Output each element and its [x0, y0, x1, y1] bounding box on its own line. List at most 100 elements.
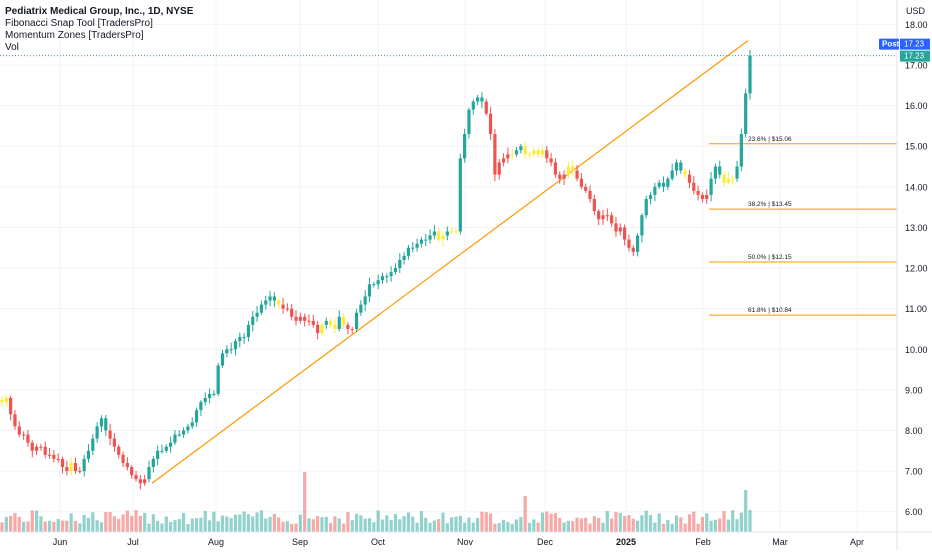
volume-bar: [39, 516, 43, 532]
candle-body: [4, 397, 8, 403]
candle-body: [207, 393, 212, 398]
candle-body: [194, 410, 199, 423]
fib-level-label: 61.8% | $10.84: [748, 307, 792, 314]
indicator-volume-label[interactable]: Vol: [5, 42, 19, 53]
candle-body: [350, 328, 354, 330]
candle-body: [130, 467, 134, 476]
volume-bar: [562, 522, 566, 532]
candle-body: [501, 158, 506, 163]
candle-body: [618, 227, 622, 232]
candle-body: [411, 247, 415, 249]
volume-bar: [259, 510, 264, 532]
candle-body: [735, 166, 739, 179]
candle-body: [290, 308, 294, 317]
candle-body: [34, 446, 39, 451]
trendline[interactable]: [151, 40, 749, 484]
volume-bar: [225, 516, 229, 532]
volume-bar: [181, 512, 186, 532]
volume-bar: [108, 511, 112, 532]
candle-body: [117, 446, 121, 455]
volume-bar: [640, 515, 644, 532]
last-value-badge: [900, 50, 930, 62]
candle-body: [467, 109, 471, 135]
volume-bar: [428, 522, 432, 532]
price-axis[interactable]: 18.00 17.00 16.00 15.00 14.00 13.00 12.00 11.00…: [879, 0, 930, 550]
candle-body: [588, 190, 592, 199]
volume-bar: [510, 523, 514, 532]
candle-body: [726, 178, 730, 183]
volume-bar: [657, 513, 661, 532]
volume-bar: [272, 513, 276, 532]
volume-bar: [709, 520, 713, 532]
volume-bar: [679, 517, 683, 532]
volume-bar: [497, 523, 501, 532]
candle-body: [601, 215, 605, 220]
candle-body: [592, 198, 596, 212]
candle-body: [640, 215, 644, 236]
candle-body: [181, 430, 186, 435]
volume-bar: [735, 519, 739, 532]
candle-body: [605, 215, 609, 217]
volume-bar: [575, 517, 579, 532]
volume-bar: [718, 518, 722, 532]
candle-body: [0, 400, 4, 403]
candle-body: [558, 174, 562, 179]
volume-bar: [99, 522, 104, 532]
candle-body: [450, 231, 454, 233]
volume-bar: [43, 521, 47, 532]
volume-bar: [156, 520, 160, 532]
candle-body: [674, 162, 679, 171]
volume-bar: [95, 520, 99, 532]
volume-bar: [519, 517, 523, 532]
volume-bar: [484, 512, 488, 532]
candle-body: [95, 426, 99, 439]
volume-bar: [432, 520, 436, 532]
volume-bar: [255, 512, 259, 532]
volume-bar: [56, 519, 60, 532]
candle-body: [177, 434, 181, 436]
candle-body: [337, 316, 341, 329]
candle-body: [26, 434, 30, 443]
volume-bar: [696, 523, 700, 532]
symbol-title[interactable]: Pediatrix Medical Group, Inc., 1D, NYSE: [5, 6, 194, 17]
indicator-fibonacci-label[interactable]: Fibonacci Snap Tool [TradersPro]: [5, 18, 153, 29]
candle-body: [627, 239, 631, 248]
volume-bar: [0, 522, 4, 532]
candle-body: [579, 178, 583, 187]
currency-label: USD: [906, 6, 926, 16]
candle-body: [687, 174, 692, 183]
candle-body: [229, 349, 233, 351]
candle-body: [497, 162, 501, 175]
price-tick-label: 17.00: [905, 60, 928, 70]
volume-bar: [739, 512, 743, 532]
fib-level-label: 50.0% | $12.15: [748, 254, 792, 261]
candle-body: [30, 442, 34, 451]
candle-body: [277, 300, 281, 305]
candle-body: [251, 316, 255, 325]
candle-body: [476, 97, 480, 102]
candle-body: [532, 150, 536, 155]
volume-bar: [644, 510, 648, 532]
volume-bar: [341, 523, 346, 532]
volume-bar: [653, 522, 657, 532]
price-tick-label: 14.00: [905, 182, 928, 192]
candle-body: [320, 324, 324, 334]
candle-body: [242, 337, 246, 339]
price-tick-label: 12.00: [905, 264, 928, 274]
time-axis[interactable]: Jun Jul Aug Sep Oct Nov Dec 2025 Feb Mar Apr: [0, 531, 932, 547]
candle-body: [43, 446, 47, 455]
candle-body: [268, 296, 272, 301]
volume-bar: [194, 518, 199, 532]
indicator-momentum-label[interactable]: Momentum Zones [TradersPro]: [5, 30, 144, 41]
volume-bar: [121, 514, 125, 532]
volume-bar: [320, 517, 324, 532]
volume-bar: [47, 520, 52, 532]
candle-body: [108, 430, 112, 439]
volume-bar: [471, 522, 475, 532]
fib-level-label: 38.2% | $13.45: [748, 201, 792, 208]
candle-body: [78, 471, 82, 473]
volume-bar: [143, 512, 147, 532]
candle-body: [614, 223, 618, 232]
candle-body: [597, 211, 601, 220]
